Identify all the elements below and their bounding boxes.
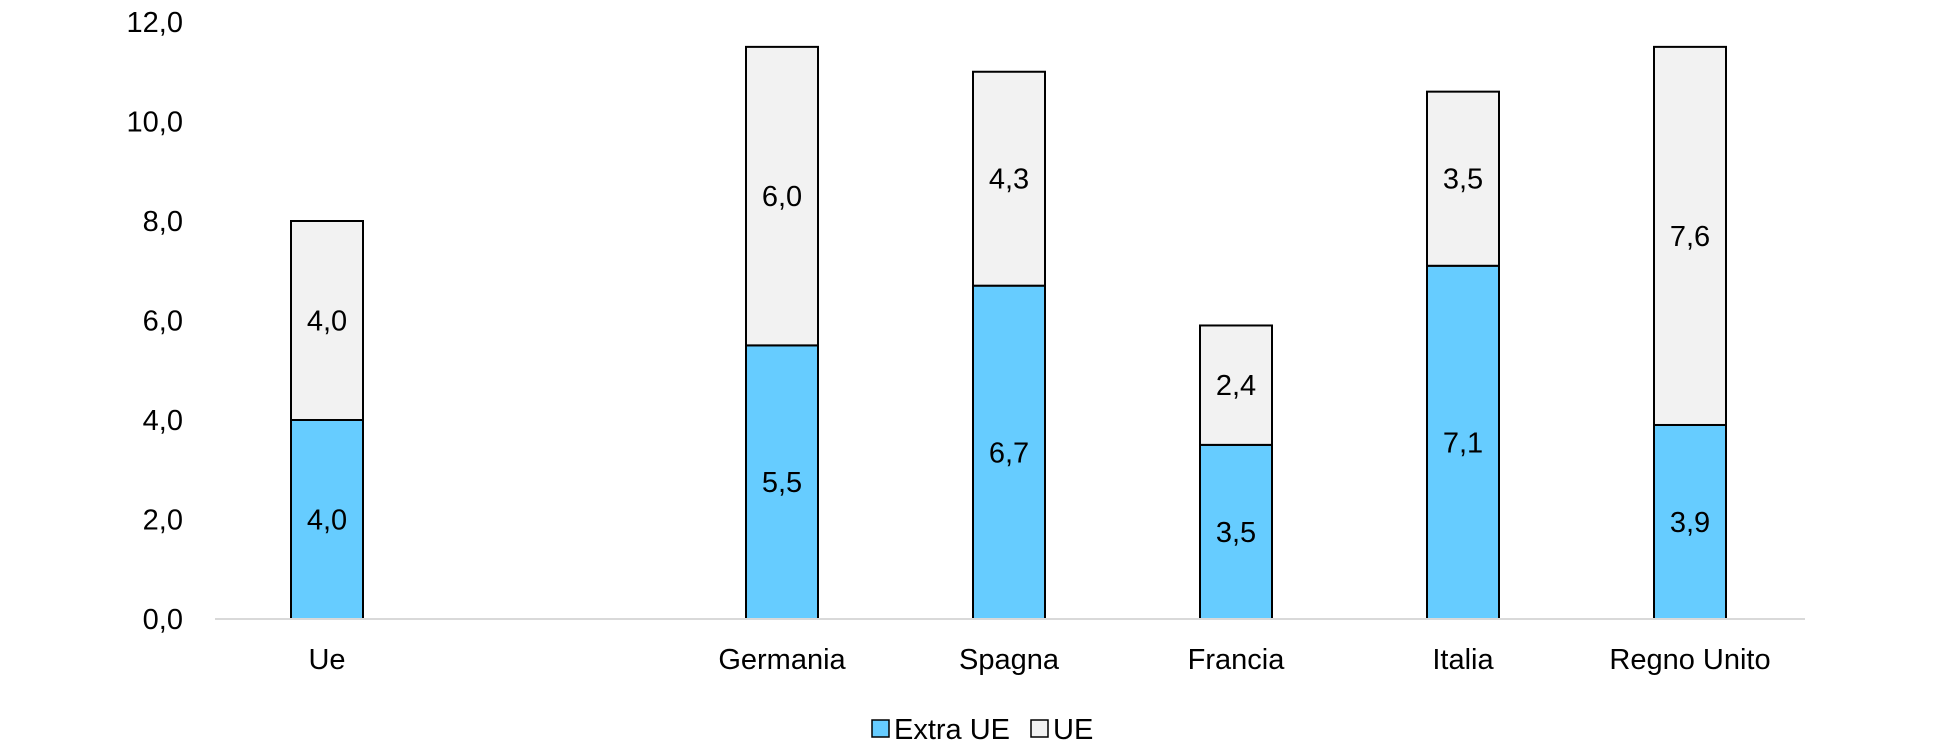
data-label: 3,9 <box>1670 507 1710 539</box>
bar-ue <box>972 70 1046 287</box>
legend-swatch <box>1030 719 1049 738</box>
data-label: 3,5 <box>1443 164 1483 196</box>
y-tick-label: 6,0 <box>143 306 183 338</box>
x-tick-label: Francia <box>1188 644 1286 676</box>
bar-extra-ue <box>290 419 364 620</box>
x-tick-label: Regno Unito <box>1609 644 1770 676</box>
bar-ue <box>745 45 819 347</box>
data-label: 3,5 <box>1216 517 1256 549</box>
bar-extra-ue <box>1653 423 1727 620</box>
data-label: 7,6 <box>1670 221 1710 253</box>
bar-ue <box>1653 45 1727 426</box>
x-axis: Ue Germania Spagna Francia Italia Regno Unito <box>308 644 1770 676</box>
data-label: 7,1 <box>1443 427 1483 459</box>
data-label: 6,7 <box>989 437 1029 469</box>
legend: Extra UE UE <box>871 714 1093 746</box>
legend-label: UE <box>1053 714 1093 746</box>
data-label: 6,0 <box>762 181 802 213</box>
data-label: 5,5 <box>762 467 802 499</box>
plot-area: 4,0 4,0 5,5 6,0 6,7 4,3 3,5 2,4 7,1 3,5 3,9 7,6 <box>290 45 1727 620</box>
data-label: 4,0 <box>307 505 347 537</box>
x-tick-label: Spagna <box>959 644 1060 676</box>
x-tick-label: Italia <box>1432 644 1494 676</box>
data-label: 4,3 <box>989 164 1029 196</box>
y-tick-label: 12,0 <box>127 7 183 39</box>
y-tick-label: 0,0 <box>143 604 183 636</box>
x-tick-label: Germania <box>718 644 846 676</box>
x-tick-label: Ue <box>308 644 345 676</box>
y-tick-label: 8,0 <box>143 206 183 238</box>
y-tick-label: 2,0 <box>143 505 183 537</box>
bar-ue <box>1426 90 1500 267</box>
legend-swatch <box>871 719 890 738</box>
bar-ue <box>1199 324 1273 446</box>
data-label: 4,0 <box>307 306 347 338</box>
legend-label: Extra UE <box>894 714 1010 746</box>
y-axis: 0,0 2,0 4,0 6,0 8,0 10,0 12,0 <box>127 7 183 636</box>
y-tick-label: 10,0 <box>127 107 183 139</box>
data-label: 2,4 <box>1216 370 1256 402</box>
y-tick-label: 4,0 <box>143 405 183 437</box>
bar-ue <box>290 220 364 421</box>
